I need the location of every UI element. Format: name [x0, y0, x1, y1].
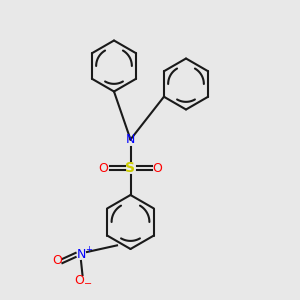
Text: O: O — [99, 161, 108, 175]
Text: N: N — [76, 248, 86, 262]
Text: S: S — [125, 161, 136, 175]
Text: +: + — [85, 244, 92, 253]
Text: N: N — [126, 133, 135, 146]
Text: O: O — [75, 274, 84, 287]
Text: −: − — [83, 278, 92, 289]
Text: O: O — [52, 254, 62, 268]
Text: O: O — [153, 161, 162, 175]
